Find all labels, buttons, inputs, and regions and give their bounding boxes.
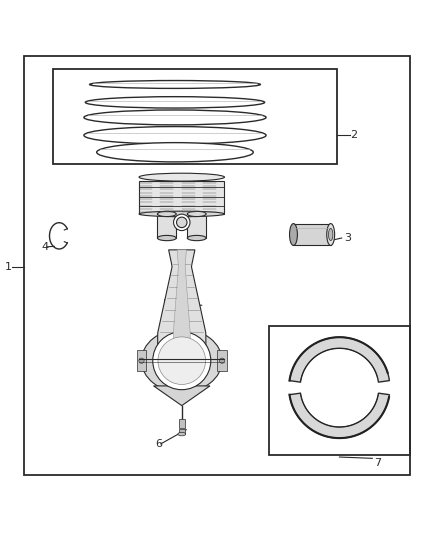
- Bar: [139, 181, 224, 214]
- Text: 6: 6: [155, 439, 162, 449]
- Ellipse shape: [139, 211, 224, 217]
- Ellipse shape: [177, 217, 187, 228]
- Text: 2: 2: [350, 130, 357, 140]
- Circle shape: [139, 358, 144, 364]
- Ellipse shape: [157, 211, 176, 216]
- Bar: [179, 429, 185, 434]
- Text: 4: 4: [42, 242, 49, 252]
- Ellipse shape: [178, 432, 186, 436]
- Bar: [179, 419, 185, 427]
- Polygon shape: [158, 250, 206, 361]
- Ellipse shape: [85, 96, 265, 108]
- Ellipse shape: [187, 211, 206, 216]
- Ellipse shape: [90, 80, 260, 88]
- Ellipse shape: [187, 236, 206, 241]
- Bar: [187, 214, 206, 238]
- Ellipse shape: [84, 126, 266, 144]
- Polygon shape: [154, 386, 210, 406]
- Text: 5: 5: [162, 298, 169, 309]
- Circle shape: [219, 358, 225, 364]
- Ellipse shape: [97, 143, 253, 162]
- Polygon shape: [290, 393, 389, 438]
- Text: 1: 1: [4, 262, 11, 271]
- Polygon shape: [290, 337, 389, 382]
- Bar: [217, 350, 227, 371]
- Circle shape: [153, 332, 211, 390]
- Text: 3: 3: [344, 233, 351, 243]
- Text: 7: 7: [374, 458, 381, 468]
- Ellipse shape: [141, 329, 222, 392]
- Bar: [293, 223, 331, 246]
- Ellipse shape: [328, 229, 333, 240]
- Circle shape: [158, 337, 205, 384]
- Polygon shape: [173, 250, 190, 361]
- Ellipse shape: [290, 223, 297, 246]
- Bar: [269, 326, 410, 455]
- Bar: [24, 56, 410, 474]
- Ellipse shape: [157, 236, 176, 241]
- Ellipse shape: [173, 214, 190, 231]
- Bar: [53, 69, 337, 164]
- Bar: [137, 350, 146, 371]
- Ellipse shape: [139, 173, 224, 181]
- Bar: [157, 214, 176, 238]
- Ellipse shape: [327, 223, 335, 246]
- Ellipse shape: [84, 110, 266, 125]
